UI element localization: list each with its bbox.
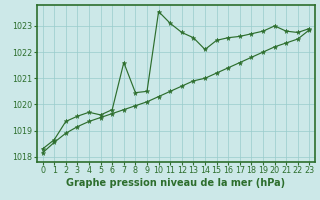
X-axis label: Graphe pression niveau de la mer (hPa): Graphe pression niveau de la mer (hPa) — [67, 178, 285, 188]
